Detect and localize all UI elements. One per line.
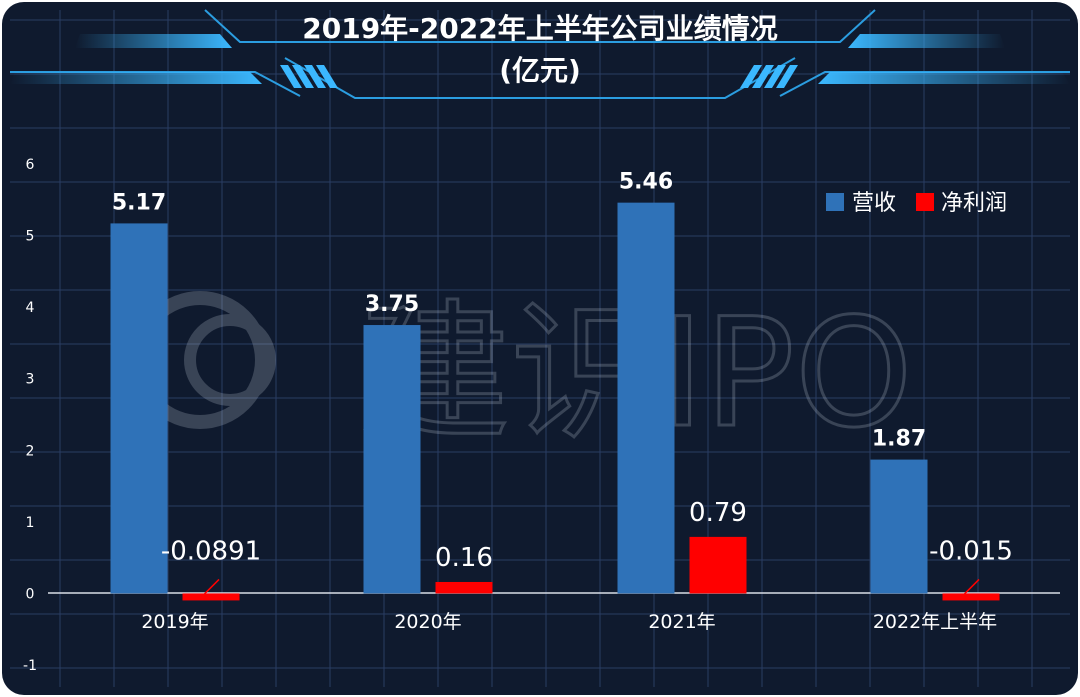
- x-tick-label: 2019年: [141, 611, 208, 633]
- legend-label-revenue: 营收: [852, 191, 896, 216]
- data-label-revenue: 3.75: [365, 292, 419, 317]
- x-tick-label: 2020年: [394, 611, 461, 633]
- data-label-net-profit: 0.16: [435, 543, 493, 573]
- bar-revenue: [870, 459, 928, 594]
- data-label-revenue: 5.46: [619, 170, 673, 195]
- bars: [110, 202, 1000, 601]
- x-tick-label: 2022年上半年: [873, 611, 997, 633]
- y-tick-label: -1: [23, 658, 37, 674]
- bar-net-profit: [942, 593, 1000, 601]
- y-tick-label: 3: [26, 372, 35, 388]
- y-tick-label: 0: [26, 586, 35, 602]
- title-frame-accents: [10, 34, 1070, 88]
- legend-label-net-profit: 净利润: [941, 191, 1007, 216]
- bar-net-profit: [182, 593, 240, 601]
- bar-revenue: [363, 325, 421, 594]
- y-tick-label: 6: [26, 157, 35, 173]
- data-labels: 5.17 3.75 5.46 1.87 -0.0891 0.16 0.79 -0.015: [112, 170, 1013, 598]
- y-axis: 6 5 4 3 2 1 0 -1: [23, 157, 37, 674]
- chart-subtitle: (亿元): [499, 54, 581, 87]
- legend-swatch-net-profit: [916, 193, 934, 211]
- bar-net-profit: [689, 536, 747, 594]
- data-label-revenue: 5.17: [112, 190, 166, 215]
- data-label-revenue: 1.87: [872, 427, 926, 452]
- bar-revenue: [110, 223, 168, 594]
- label-leader-line: [200, 578, 220, 598]
- legend-swatch-revenue: [826, 193, 844, 211]
- data-label-net-profit: -0.0891: [161, 536, 261, 566]
- y-tick-label: 1: [26, 515, 35, 531]
- y-tick-label: 2: [26, 443, 35, 459]
- data-label-net-profit: -0.015: [929, 536, 1013, 566]
- y-tick-label: 4: [26, 300, 35, 316]
- y-tick-label: 5: [26, 229, 35, 245]
- legend: 营收 净利润: [826, 191, 1007, 216]
- data-label-net-profit: 0.79: [689, 498, 747, 528]
- x-tick-label: 2021年: [648, 611, 715, 633]
- bar-net-profit: [435, 581, 493, 594]
- label-leader-line: [960, 578, 980, 598]
- chart-title: 2019年-2022年上半年公司业绩情况: [302, 12, 777, 45]
- x-axis: 2019年 2020年 2021年 2022年上半年: [141, 611, 997, 633]
- bar-revenue: [617, 202, 675, 594]
